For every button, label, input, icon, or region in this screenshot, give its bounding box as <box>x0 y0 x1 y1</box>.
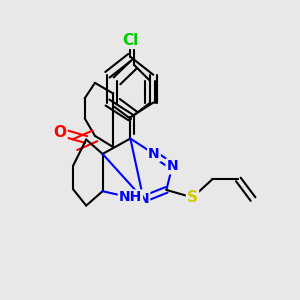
Text: O: O <box>53 124 67 140</box>
Text: Cl: Cl <box>122 33 139 48</box>
Text: N: N <box>148 147 160 161</box>
Text: NH: NH <box>119 190 142 204</box>
Text: S: S <box>187 190 198 205</box>
Text: N: N <box>167 159 178 173</box>
Text: N: N <box>138 192 149 206</box>
